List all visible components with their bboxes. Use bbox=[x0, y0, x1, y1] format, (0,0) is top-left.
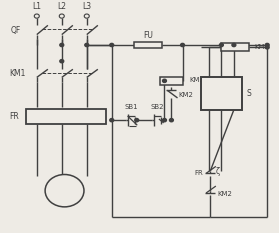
Circle shape bbox=[85, 43, 89, 47]
Text: KM2: KM2 bbox=[189, 77, 204, 83]
Circle shape bbox=[60, 43, 64, 47]
Circle shape bbox=[163, 119, 167, 122]
Circle shape bbox=[84, 14, 89, 18]
Text: FU: FU bbox=[143, 31, 153, 40]
Bar bbox=[134, 42, 162, 48]
Text: S: S bbox=[246, 89, 251, 98]
Text: L3: L3 bbox=[82, 2, 91, 11]
Text: KM1: KM1 bbox=[254, 44, 269, 50]
Circle shape bbox=[135, 119, 139, 122]
Bar bbox=[201, 77, 242, 110]
Circle shape bbox=[60, 60, 64, 63]
Bar bbox=[222, 43, 249, 51]
Text: KM2: KM2 bbox=[217, 191, 232, 197]
Circle shape bbox=[220, 43, 223, 47]
Circle shape bbox=[232, 43, 236, 47]
Text: QF: QF bbox=[10, 26, 21, 35]
Circle shape bbox=[181, 43, 184, 47]
Bar bbox=[26, 109, 106, 124]
Text: L2: L2 bbox=[57, 2, 66, 11]
Text: 3~: 3~ bbox=[59, 190, 70, 199]
Circle shape bbox=[110, 119, 114, 122]
Circle shape bbox=[45, 175, 84, 207]
Text: SB1: SB1 bbox=[124, 104, 138, 110]
Circle shape bbox=[169, 119, 173, 122]
Text: 3ζ: 3ζ bbox=[63, 112, 74, 121]
Text: SB2: SB2 bbox=[151, 104, 164, 110]
Circle shape bbox=[34, 14, 39, 18]
Circle shape bbox=[163, 79, 167, 82]
Text: KM2: KM2 bbox=[178, 92, 193, 98]
Text: KM1: KM1 bbox=[9, 69, 25, 79]
Text: ζ: ζ bbox=[215, 167, 219, 176]
Circle shape bbox=[110, 43, 114, 47]
Text: M: M bbox=[60, 182, 69, 192]
Bar bbox=[160, 77, 182, 85]
Circle shape bbox=[265, 43, 269, 47]
Circle shape bbox=[265, 46, 269, 49]
Circle shape bbox=[59, 14, 64, 18]
Text: FR: FR bbox=[9, 112, 19, 121]
Text: L1: L1 bbox=[32, 2, 41, 11]
Text: FR: FR bbox=[194, 170, 203, 176]
